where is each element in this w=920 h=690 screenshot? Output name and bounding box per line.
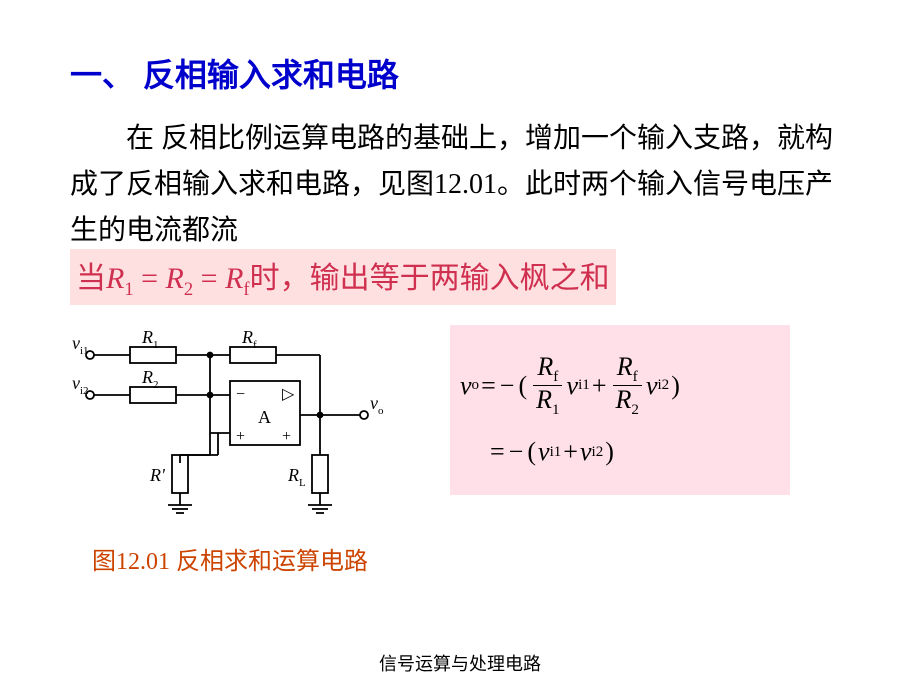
circuit-caption: 图12.01 反相求和运算电路 [70, 541, 390, 576]
eq-neg2: − [509, 437, 524, 467]
eq-rp1: ) [671, 371, 680, 401]
hl-eq1: = [134, 262, 166, 295]
svg-text:vi2: vi2 [72, 373, 89, 397]
eq-vi1b: v [538, 437, 550, 467]
lbl-vi2: v [72, 373, 80, 393]
eq-vi2b-s: i2 [592, 444, 604, 461]
eq-rp2: ) [605, 437, 614, 467]
hl-mid: 时，输出等于两输入 [250, 262, 520, 295]
eq-eq2: = [490, 437, 505, 467]
opamp-plus: + [236, 428, 245, 445]
eq-r2-s: 2 [631, 403, 639, 419]
lbl-r2-sub: 2 [153, 379, 159, 391]
opamp-tri: ▷ [282, 386, 295, 403]
eq-r1: R [536, 385, 552, 414]
svg-text:R': R' [149, 465, 166, 485]
hl-prefix: 当 [76, 262, 106, 295]
lbl-rl: R [287, 465, 299, 485]
lbl-vo-sub: o [378, 405, 384, 417]
eq-r2: R [616, 385, 632, 414]
eq-lp2: ( [527, 437, 536, 467]
svg-text:vo: vo [370, 393, 384, 417]
opamp-minus: − [236, 386, 245, 403]
hl-r2: R [166, 262, 184, 295]
svg-text:RL: RL [287, 465, 306, 489]
equation-box: vo = − ( Rf R1 vi1 + Rf R2 vi2 ) = − [450, 325, 790, 496]
eq-vo-s: o [472, 377, 480, 394]
hl-overlap: 枫 [520, 262, 550, 295]
eq-vi2-s: i2 [657, 377, 669, 394]
eq-vo: v [460, 371, 472, 401]
slide-footer: 信号运算与处理电路 [0, 650, 920, 676]
hl-s2: 2 [184, 279, 193, 300]
hl-s1: 1 [124, 279, 133, 300]
hl-rf: R [225, 262, 243, 295]
eq-plus1: + [592, 371, 607, 401]
eq-vi1-s: i1 [578, 377, 590, 394]
lbl-vi1-sub: i1 [80, 345, 89, 357]
eq-rf1-s: f [553, 369, 558, 385]
eq-vi2b: v [580, 437, 592, 467]
lbl-vo: v [370, 393, 378, 413]
eq-rf1: R [537, 352, 553, 381]
highlight-condition: 当R1 = R2 = Rf时，输出等于两输入枫之和 [70, 255, 850, 305]
eq-rf2-s: f [633, 369, 638, 385]
lbl-rp: R' [149, 465, 166, 485]
circuit-diagram: − + ▷ A + vi1 vi2 vo R1 R2 Rf R' RL [70, 325, 390, 576]
body-paragraph: 在 反相比例运算电路的基础上，增加一个输入支路，就构成了反相输入求和电路，见图1… [70, 116, 850, 255]
eq-vi1: v [567, 371, 579, 401]
eq-r1-s: 1 [552, 403, 560, 419]
lbl-rf-sub: f [253, 339, 257, 351]
lbl-r1: R [141, 327, 153, 347]
opamp-plus2: + [282, 428, 291, 445]
hl-r1: R [106, 262, 124, 295]
eq-plus2: + [563, 437, 578, 467]
svg-text:vi1: vi1 [72, 333, 89, 357]
opamp-a: A [258, 407, 271, 427]
lbl-rf: R [241, 327, 253, 347]
eq-lp1: ( [518, 371, 527, 401]
eq-vi2: v [646, 371, 658, 401]
lbl-rl-sub: L [299, 477, 306, 489]
hl-tail: 之和 [550, 262, 610, 295]
lbl-r1-sub: 1 [153, 339, 159, 351]
eq-eq1: = [481, 371, 496, 401]
lbl-vi1: v [72, 333, 80, 353]
hl-eq2: = [193, 262, 225, 295]
eq-neg1: − [500, 371, 515, 401]
slide-title: 一、 反相输入求和电路 [70, 50, 850, 96]
eq-vi1b-s: i1 [550, 444, 562, 461]
lbl-vi2-sub: i2 [80, 385, 89, 397]
eq-rf2: R [617, 352, 633, 381]
equation-line-2: = − ( vi1 + vi2 ) [488, 437, 772, 467]
lbl-r2: R [141, 367, 153, 387]
equation-line-1: vo = − ( Rf R1 vi1 + Rf R2 vi2 ) [460, 353, 772, 420]
